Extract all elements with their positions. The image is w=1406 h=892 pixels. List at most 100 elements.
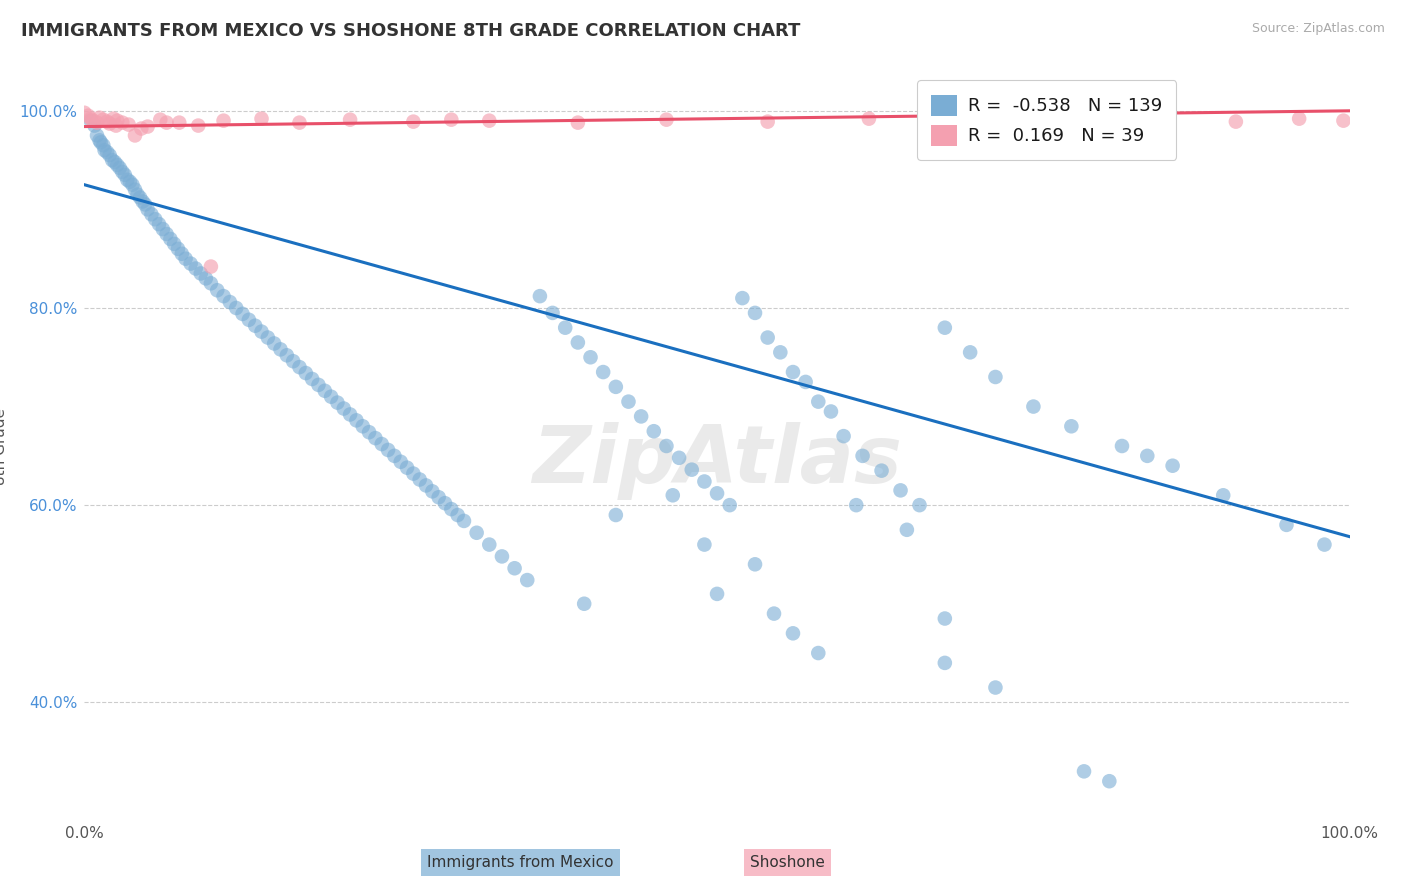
Point <box>149 112 172 127</box>
Point <box>93 138 115 153</box>
Point <box>159 232 181 246</box>
Point <box>1060 419 1083 434</box>
Point <box>276 348 298 362</box>
Point <box>105 119 127 133</box>
Point <box>121 178 143 192</box>
Point <box>718 498 741 512</box>
Point <box>605 508 627 522</box>
Point <box>807 394 830 409</box>
Point <box>1333 113 1355 128</box>
Point <box>908 498 931 512</box>
Point <box>103 112 125 126</box>
Point <box>301 372 323 386</box>
Point <box>105 113 128 128</box>
Point <box>1275 517 1298 532</box>
Point <box>295 366 318 380</box>
Point <box>163 236 186 251</box>
Point <box>250 325 273 339</box>
Point <box>212 113 235 128</box>
Point <box>820 404 842 418</box>
Point <box>174 252 197 266</box>
Point <box>409 473 432 487</box>
Point <box>1225 114 1247 128</box>
Point <box>111 115 134 129</box>
Point <box>756 114 779 128</box>
Point <box>1060 111 1083 125</box>
Point <box>668 450 690 465</box>
Point <box>79 113 103 128</box>
Point <box>427 490 450 504</box>
Point <box>89 133 111 147</box>
Point <box>1098 774 1121 789</box>
Point <box>231 307 254 321</box>
Point <box>870 464 893 478</box>
Point <box>321 390 343 404</box>
Point <box>352 419 374 434</box>
Point <box>118 175 141 189</box>
Point <box>155 115 177 129</box>
Point <box>1161 458 1184 473</box>
Point <box>769 345 792 359</box>
Point <box>934 656 956 670</box>
Point <box>377 442 399 457</box>
Point <box>693 538 716 552</box>
Point <box>567 115 589 129</box>
Point <box>219 295 242 310</box>
Point <box>131 194 153 209</box>
Point <box>706 486 728 500</box>
Point <box>896 523 918 537</box>
Point <box>541 306 564 320</box>
Point <box>134 197 156 211</box>
Point <box>984 681 1007 695</box>
Point <box>152 222 174 236</box>
Legend: R =  -0.538   N = 139, R =  0.169   N = 39: R = -0.538 N = 139, R = 0.169 N = 39 <box>917 80 1177 160</box>
Point <box>190 267 212 281</box>
Point <box>101 153 124 167</box>
Point <box>141 207 163 221</box>
Point <box>959 113 981 128</box>
Point <box>136 120 159 134</box>
Text: ZipAtlas: ZipAtlas <box>531 422 903 500</box>
Point <box>852 449 875 463</box>
Point <box>655 439 678 453</box>
Text: Immigrants from Mexico: Immigrants from Mexico <box>427 855 613 870</box>
Point <box>184 261 207 276</box>
Point <box>574 597 596 611</box>
Point <box>478 538 501 552</box>
Point <box>415 478 437 492</box>
Point <box>207 283 229 297</box>
Point <box>934 320 956 334</box>
Point <box>200 277 222 291</box>
Point <box>117 173 139 187</box>
Point <box>93 143 115 157</box>
Point <box>845 498 868 512</box>
Point <box>288 115 311 129</box>
Point <box>225 301 247 315</box>
Point <box>250 112 273 126</box>
Point <box>605 380 627 394</box>
Point <box>592 365 614 379</box>
Point <box>200 260 222 274</box>
Point <box>307 377 329 392</box>
Point <box>93 112 115 127</box>
Point <box>858 112 880 126</box>
Point <box>79 112 103 126</box>
Point <box>447 508 470 522</box>
Point <box>96 114 118 128</box>
Point <box>832 429 855 443</box>
Point <box>389 455 412 469</box>
Point <box>744 558 766 572</box>
Point <box>332 401 354 416</box>
Point <box>382 449 406 463</box>
Point <box>82 113 104 128</box>
Text: IMMIGRANTS FROM MEXICO VS SHOSHONE 8TH GRADE CORRELATION CHART: IMMIGRANTS FROM MEXICO VS SHOSHONE 8TH G… <box>21 22 800 40</box>
Text: Source: ZipAtlas.com: Source: ZipAtlas.com <box>1251 22 1385 36</box>
Point <box>662 488 685 502</box>
Point <box>763 607 786 621</box>
Point <box>169 115 191 129</box>
Point <box>890 483 912 498</box>
Point <box>238 313 260 327</box>
Point <box>782 626 804 640</box>
Point <box>782 365 804 379</box>
Point <box>148 217 170 231</box>
